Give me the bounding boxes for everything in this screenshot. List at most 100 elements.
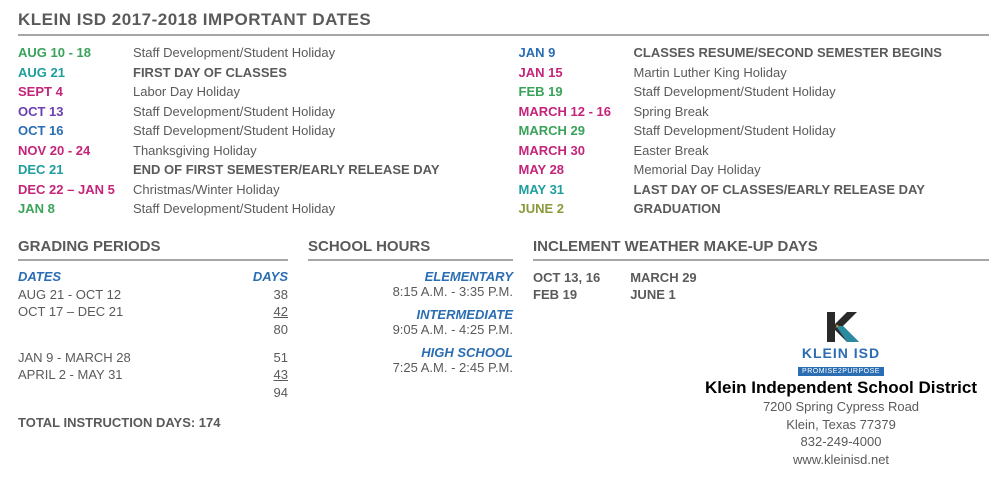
date-label: AUG 21 <box>18 64 133 82</box>
grading-days: 42 <box>248 303 288 321</box>
grading-row: 80 <box>18 321 288 339</box>
weather-col-1: OCT 13, 16FEB 19 <box>533 269 600 304</box>
weather-date: MARCH 29 <box>630 269 696 287</box>
grading-days: 38 <box>248 286 288 304</box>
weather-col-2: MARCH 29JUNE 1 <box>630 269 696 304</box>
date-label: JUNE 2 <box>519 200 634 218</box>
district-addr2: Klein, Texas 77379 <box>693 416 989 434</box>
weather-title: INCLEMENT WEATHER MAKE-UP DAYS <box>533 238 989 255</box>
grading-row: APRIL 2 - MAY 3143 <box>18 366 288 384</box>
klein-logo: KLEIN ISD PROMISE2PURPOSE <box>798 310 884 376</box>
date-entry: OCT 13Staff Development/Student Holiday <box>18 103 489 121</box>
date-label: FEB 19 <box>519 83 634 101</box>
date-label: MARCH 12 - 16 <box>519 103 634 121</box>
date-description: Staff Development/Student Holiday <box>133 122 489 140</box>
date-description: GRADUATION <box>634 200 990 218</box>
date-label: JAN 15 <box>519 64 634 82</box>
date-label: DEC 22 – JAN 5 <box>18 181 133 199</box>
date-description: LAST DAY OF CLASSES/EARLY RELEASE DAY <box>634 181 990 199</box>
grading-row: OCT 17 – DEC 2142 <box>18 303 288 321</box>
date-entry: MAY 31LAST DAY OF CLASSES/EARLY RELEASE … <box>519 181 990 199</box>
grading-dates: JAN 9 - MARCH 28 <box>18 349 248 367</box>
grading-row: JAN 9 - MARCH 2851 <box>18 349 288 367</box>
district-addr1: 7200 Spring Cypress Road <box>693 398 989 416</box>
hours-list: ELEMENTARY8:15 A.M. - 3:35 P.M. INTERMEDI… <box>308 269 513 375</box>
date-label: JAN 8 <box>18 200 133 218</box>
date-description: Staff Development/Student Holiday <box>133 44 489 62</box>
date-label: MARCH 29 <box>519 122 634 140</box>
hours-title: SCHOOL HOURS <box>308 238 513 255</box>
date-description: Martin Luther King Holiday <box>634 64 990 82</box>
divider <box>533 259 989 261</box>
date-entry: JAN 9CLASSES RESUME/SECOND SEMESTER BEGI… <box>519 44 990 62</box>
district-web: www.kleinisd.net <box>693 451 989 469</box>
divider <box>308 259 513 261</box>
weather-date: JUNE 1 <box>630 286 696 304</box>
divider <box>18 259 288 261</box>
dates-column-left: AUG 10 - 18Staff Development/Student Hol… <box>18 44 489 220</box>
date-label: SEPT 4 <box>18 83 133 101</box>
grading-dates: AUG 21 - OCT 12 <box>18 286 248 304</box>
hours-level: ELEMENTARY <box>308 269 513 284</box>
date-description: Easter Break <box>634 142 990 160</box>
date-label: OCT 13 <box>18 103 133 121</box>
date-entry: JAN 8Staff Development/Student Holiday <box>18 200 489 218</box>
hours-time: 8:15 A.M. - 3:35 P.M. <box>308 284 513 299</box>
important-dates: AUG 10 - 18Staff Development/Student Hol… <box>18 44 989 220</box>
dates-column-right: JAN 9CLASSES RESUME/SECOND SEMESTER BEGI… <box>519 44 990 220</box>
date-description: END OF FIRST SEMESTER/EARLY RELEASE DAY <box>133 161 489 179</box>
date-entry: MARCH 30Easter Break <box>519 142 990 160</box>
hours-level: HIGH SCHOOL <box>308 345 513 360</box>
grading-periods: GRADING PERIODS DATES DAYS AUG 21 - OCT … <box>18 238 288 468</box>
date-description: Staff Development/Student Holiday <box>133 103 489 121</box>
date-label: MAY 28 <box>519 161 634 179</box>
grading-header-dates: DATES <box>18 269 248 284</box>
date-entry: AUG 21FIRST DAY OF CLASSES <box>18 64 489 82</box>
weather-columns: OCT 13, 16FEB 19 MARCH 29JUNE 1 <box>533 269 989 304</box>
grading-dates: APRIL 2 - MAY 31 <box>18 366 248 384</box>
date-entry: JUNE 2GRADUATION <box>519 200 990 218</box>
date-entry: AUG 10 - 18Staff Development/Student Hol… <box>18 44 489 62</box>
district-name: Klein Independent School District <box>693 378 989 398</box>
logo-icon <box>821 310 861 344</box>
grading-days: 51 <box>248 349 288 367</box>
date-entry: JAN 15Martin Luther King Holiday <box>519 64 990 82</box>
date-entry: SEPT 4Labor Day Holiday <box>18 83 489 101</box>
hours-level: INTERMEDIATE <box>308 307 513 322</box>
hours-time: 9:05 A.M. - 4:25 P.M. <box>308 322 513 337</box>
date-entry: DEC 21END OF FIRST SEMESTER/EARLY RELEAS… <box>18 161 489 179</box>
grading-row: AUG 21 - OCT 1238 <box>18 286 288 304</box>
date-label: JAN 9 <box>519 44 634 62</box>
weather-date: OCT 13, 16 <box>533 269 600 287</box>
date-description: Christmas/Winter Holiday <box>133 181 489 199</box>
date-entry: OCT 16Staff Development/Student Holiday <box>18 122 489 140</box>
date-entry: DEC 22 – JAN 5Christmas/Winter Holiday <box>18 181 489 199</box>
date-description: Memorial Day Holiday <box>634 161 990 179</box>
grading-dates <box>18 384 248 402</box>
date-description: Staff Development/Student Holiday <box>634 122 990 140</box>
date-description: Staff Development/Student Holiday <box>634 83 990 101</box>
date-label: OCT 16 <box>18 122 133 140</box>
bottom-row: GRADING PERIODS DATES DAYS AUG 21 - OCT … <box>18 238 989 468</box>
date-description: Spring Break <box>634 103 990 121</box>
hours-time: 7:25 A.M. - 2:45 P.M. <box>308 360 513 375</box>
date-entry: MAY 28Memorial Day Holiday <box>519 161 990 179</box>
grading-total: TOTAL INSTRUCTION DAYS: 174 <box>18 415 288 430</box>
date-label: MARCH 30 <box>519 142 634 160</box>
school-hours: SCHOOL HOURS ELEMENTARY8:15 A.M. - 3:35 … <box>308 238 513 468</box>
grading-header: DATES DAYS <box>18 269 288 284</box>
page-title: KLEIN ISD 2017-2018 IMPORTANT DATES <box>18 10 989 30</box>
date-description: Staff Development/Student Holiday <box>133 200 489 218</box>
grading-rows-2: JAN 9 - MARCH 2851APRIL 2 - MAY 314394 <box>18 349 288 402</box>
date-entry: FEB 19Staff Development/Student Holiday <box>519 83 990 101</box>
grading-header-days: DAYS <box>248 269 288 284</box>
date-description: CLASSES RESUME/SECOND SEMESTER BEGINS <box>634 44 990 62</box>
weather-date: FEB 19 <box>533 286 600 304</box>
district-phone: 832-249-4000 <box>693 433 989 451</box>
grading-dates <box>18 321 248 339</box>
date-entry: NOV 20 - 24Thanksgiving Holiday <box>18 142 489 160</box>
divider <box>18 34 989 36</box>
grading-days: 94 <box>248 384 288 402</box>
date-label: DEC 21 <box>18 161 133 179</box>
date-description: FIRST DAY OF CLASSES <box>133 64 489 82</box>
